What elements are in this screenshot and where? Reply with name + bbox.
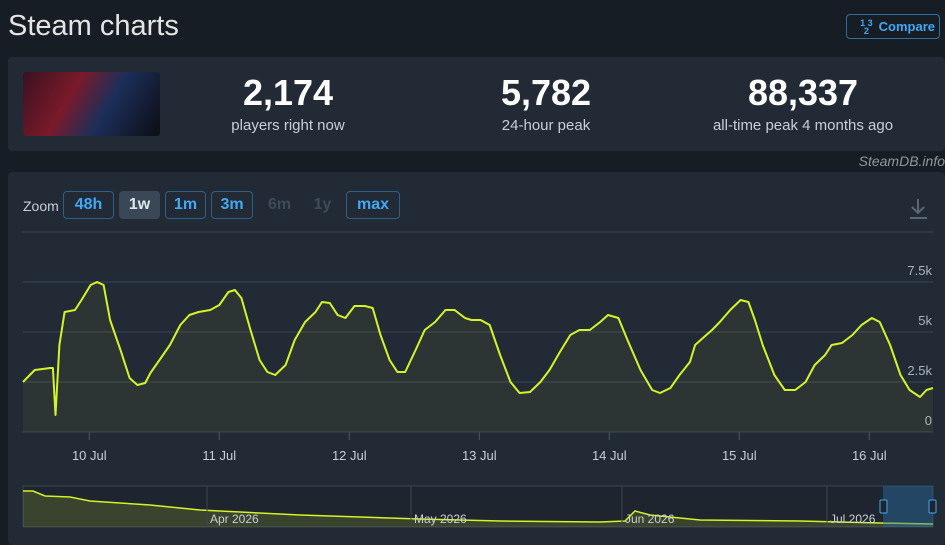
stat-value: 88,337	[747, 72, 859, 113]
navigator-handle[interactable]	[928, 499, 937, 514]
zoom-button[interactable]: 3m	[211, 191, 253, 219]
credit[interactable]: SteamDB.info	[858, 153, 945, 169]
stat-value: 2,174	[242, 72, 334, 113]
stats-panel: 2,174 players right now 5,782 24-hour peak…	[8, 57, 945, 151]
navigator-label: Jul 2026	[830, 512, 876, 526]
x-tick-label: 14 Jul	[592, 448, 627, 463]
navigator-label: Jun 2026	[625, 512, 675, 526]
navigator-line	[23, 490, 934, 525]
x-tick-label: 15 Jul	[722, 448, 757, 463]
zoom-button[interactable]: max	[346, 191, 400, 219]
zoom-button[interactable]: 48h	[63, 191, 114, 219]
navigator-area	[23, 491, 933, 527]
zoom-button[interactable]: 1m	[165, 191, 206, 219]
chart-panel: Zoom 48h 1w 1m 3m 6m 1y max	[8, 172, 945, 545]
y-tick-label: 7.5k	[907, 263, 932, 278]
stat-label: 24-hour peak	[501, 117, 591, 134]
stat: 2,174 players right now	[158, 72, 418, 135]
x-tick-label: 16 Jul	[852, 448, 887, 463]
game-image[interactable]	[23, 72, 160, 136]
navigator-selection	[883, 486, 933, 527]
compare-button[interactable]: 1 3 2 Compare	[846, 14, 940, 39]
navigator-handle[interactable]	[879, 499, 888, 514]
y-tick-label: 0	[925, 413, 932, 428]
x-tick-label: 13 Jul	[462, 448, 497, 463]
stat: 88,337 all-time peak 4 months ago	[673, 72, 933, 135]
x-tick-label: 12 Jul	[332, 448, 367, 463]
line-area	[23, 282, 933, 432]
stat-label: all-time peak 4 months ago	[712, 117, 894, 134]
y-tick-label: 5k	[918, 313, 932, 328]
download-icon[interactable]	[910, 199, 927, 219]
line-series	[22, 281, 934, 416]
zoom-button[interactable]: 1w	[119, 191, 160, 219]
x-tick-label: 10 Jul	[72, 448, 107, 463]
compare-label: Compare	[878, 19, 935, 34]
navigator-label: Apr 2026	[210, 512, 259, 526]
zoom-button: 1y	[313, 196, 332, 213]
stat-label: players right now	[231, 117, 345, 134]
y-tick-label: 2.5k	[907, 363, 932, 378]
x-tick-label: 11 Jul	[202, 448, 236, 463]
zoom-label: Zoom	[23, 198, 59, 214]
zoom-button: 6m	[267, 196, 292, 213]
stat-value: 5,782	[500, 72, 592, 113]
stat: 5,782 24-hour peak	[416, 72, 676, 135]
page-title: Steam charts	[8, 10, 179, 42]
navigator-label: May 2026	[414, 512, 467, 526]
